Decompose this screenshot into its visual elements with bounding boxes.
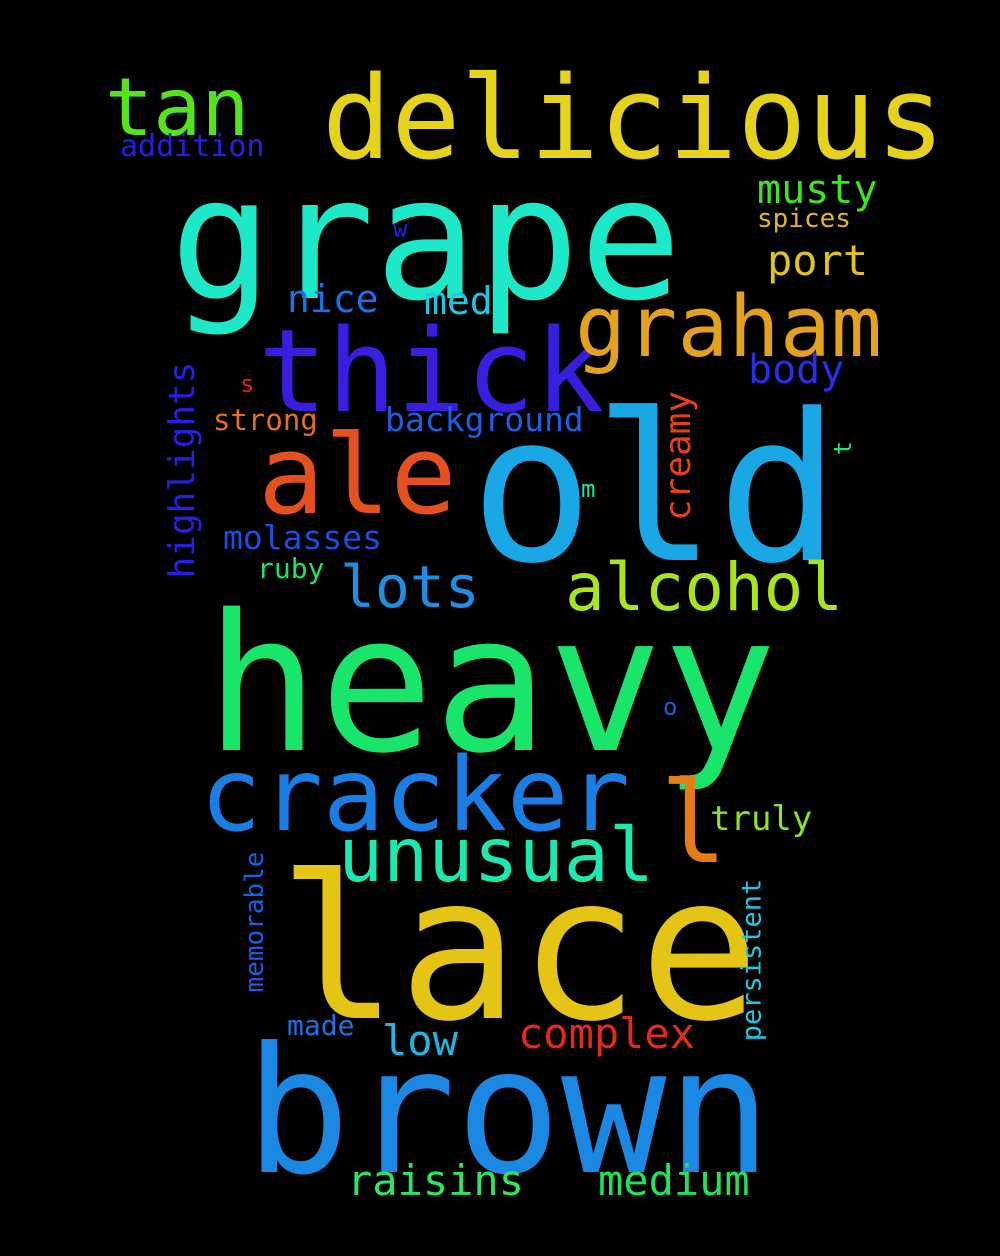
- word-creamy: creamy: [658, 390, 699, 522]
- word-lace: lace: [278, 833, 760, 1066]
- word-medium: medium: [598, 1156, 750, 1205]
- word-grape: grape: [170, 141, 682, 339]
- word-port: port: [767, 236, 869, 285]
- word-musty: musty: [757, 167, 878, 213]
- word-med: med: [424, 279, 493, 323]
- word-persistent: persistent: [736, 878, 768, 1042]
- word-addition: addition: [120, 129, 265, 164]
- word-ale: ale: [258, 411, 457, 539]
- word-l: l: [660, 759, 728, 889]
- word-m: m: [581, 475, 596, 503]
- word-o: o: [663, 693, 678, 721]
- word-highlights: highlights: [162, 361, 203, 579]
- word-complex: complex: [518, 1009, 696, 1058]
- word-spices: spices: [757, 204, 851, 234]
- word-strong: strong: [213, 403, 318, 437]
- word-t: t: [829, 440, 857, 456]
- word-cracker: cracker: [200, 736, 630, 855]
- word-raisins: raisins: [347, 1156, 525, 1205]
- word-ruby: ruby: [257, 552, 325, 585]
- word-thick: thick: [258, 305, 605, 439]
- word-background: background: [385, 400, 584, 439]
- word-alcohol: alcohol: [565, 549, 844, 626]
- word-body: body: [748, 347, 845, 393]
- word-unusual: unusual: [338, 811, 655, 899]
- word-molasses: molasses: [223, 518, 382, 557]
- word-w: w: [393, 215, 408, 243]
- word-tan: tan: [105, 61, 250, 154]
- word-old: old: [470, 371, 841, 609]
- word-lots: lots: [340, 553, 480, 621]
- word-brown: brown: [245, 1011, 772, 1214]
- word-made: made: [287, 1009, 355, 1042]
- word-nice: nice: [287, 277, 379, 321]
- word-heavy: heavy: [205, 574, 777, 795]
- word-graham: graham: [575, 278, 883, 377]
- word-delicious: delicious: [322, 52, 946, 186]
- word-truly: truly: [710, 799, 813, 839]
- word-low: low: [382, 1016, 458, 1065]
- word-memorable: memorable: [240, 851, 270, 993]
- word-s: s: [240, 370, 255, 398]
